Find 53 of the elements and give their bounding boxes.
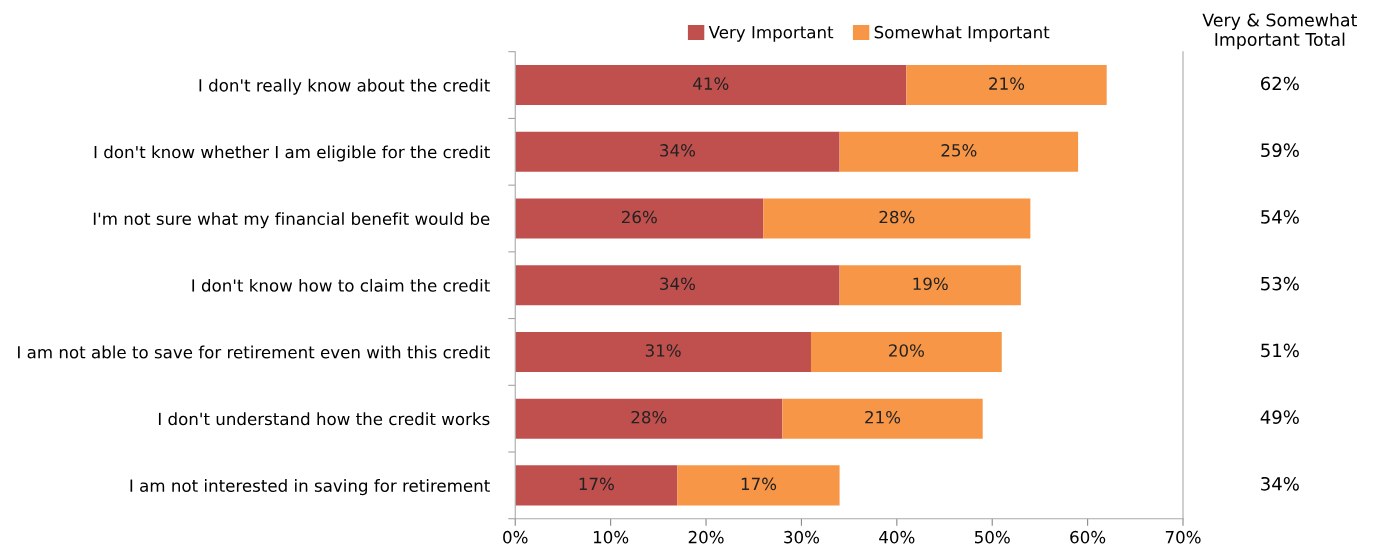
legend-label: Somewhat Important <box>874 25 1050 42</box>
text: 34% <box>1261 476 1299 491</box>
bar <box>839 131 1079 172</box>
x-tick-label: 20% <box>688 530 724 544</box>
text: 62% <box>1261 76 1299 91</box>
y-tick-label: I am not able to save for retirement even with this credit <box>18 345 490 359</box>
bar <box>515 331 811 372</box>
text: Very & Somewhat Important Total <box>1202 13 1357 50</box>
bar <box>906 65 1107 106</box>
bar <box>763 198 1031 239</box>
bar <box>515 131 840 172</box>
bar <box>515 465 678 506</box>
y-tick-label: I don't know whether I am eligible for the credit <box>94 145 490 162</box>
data-label: 17% <box>579 477 614 491</box>
y-tick-label: I don't know how to claim the credit <box>192 278 490 292</box>
x-tick-label: 50% <box>974 530 1010 544</box>
data-label: 34% <box>660 277 696 291</box>
x-tick-label: 0% <box>503 530 528 544</box>
x-tick-label: 40% <box>879 530 915 544</box>
text: 53% <box>1261 276 1299 291</box>
text: 59% <box>1261 143 1299 158</box>
bar <box>515 398 783 439</box>
data-label: 28% <box>879 210 915 224</box>
bar <box>810 331 1002 372</box>
bar <box>782 398 983 439</box>
data-label: 21% <box>989 77 1025 90</box>
bar <box>515 65 907 106</box>
data-label: 31% <box>645 344 681 357</box>
y-tick-label: I am not interested in saving for retirement <box>130 479 490 496</box>
y-tick-label: I don't really know about the credit <box>199 78 490 95</box>
data-label: 17% <box>741 477 777 491</box>
x-tick-label: 10% <box>593 530 629 544</box>
x-tick-label: 70% <box>1165 530 1201 544</box>
text: 49% <box>1260 410 1299 424</box>
x-tick-label: 30% <box>784 530 820 544</box>
bar <box>515 265 840 306</box>
y-tick-label: I don't understand how the credit works <box>158 412 490 426</box>
bar <box>515 198 764 239</box>
data-label: 21% <box>865 410 901 424</box>
data-label: 28% <box>631 410 667 424</box>
data-label: 41% <box>693 77 729 90</box>
data-label: 20% <box>889 344 924 357</box>
text: 51% <box>1261 343 1299 358</box>
y-tick-label: I'm not sure what my financial benefit would be <box>93 212 490 229</box>
bar <box>839 265 1021 306</box>
text: 54% <box>1261 210 1299 224</box>
data-label: 34% <box>660 144 696 157</box>
x-tick-label: 60% <box>1070 530 1106 544</box>
data-label: 19% <box>913 277 948 291</box>
bar <box>677 465 840 506</box>
data-label: 25% <box>941 144 977 157</box>
data-label: 26% <box>621 210 657 224</box>
legend-label: Very Important <box>708 26 834 42</box>
